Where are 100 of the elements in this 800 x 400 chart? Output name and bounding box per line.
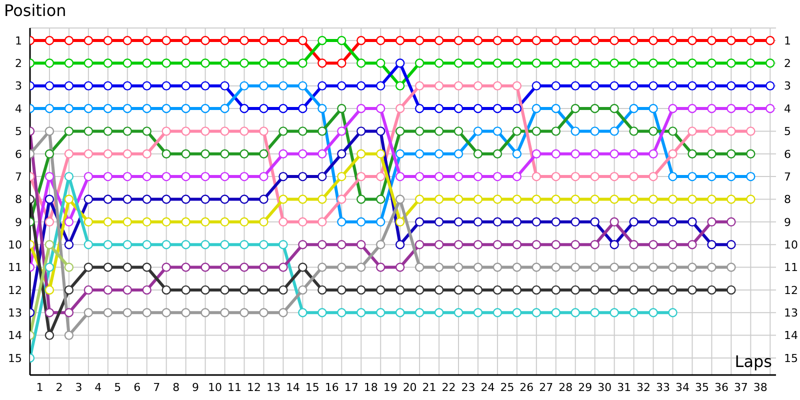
point (746, 104, 756, 114)
point (629, 262, 638, 272)
point (473, 262, 483, 272)
point (240, 58, 249, 68)
point (532, 172, 542, 182)
point (512, 262, 522, 272)
point (298, 240, 308, 250)
point (492, 217, 502, 227)
y2-tick-label: 13 (784, 306, 798, 320)
point (648, 104, 658, 114)
point (707, 126, 716, 136)
point (220, 240, 230, 250)
point (44, 262, 54, 272)
point (103, 149, 113, 158)
point (376, 126, 386, 136)
point (122, 308, 132, 318)
x-tick-label: 37 (734, 380, 748, 394)
point (103, 308, 113, 318)
point (414, 240, 424, 250)
point (551, 262, 560, 272)
point (376, 81, 386, 90)
point (64, 104, 74, 114)
point (376, 194, 386, 204)
point (337, 81, 346, 90)
point (278, 149, 288, 158)
point (64, 308, 74, 318)
point (688, 36, 697, 46)
point (64, 149, 74, 158)
point (64, 194, 74, 204)
point (240, 262, 249, 272)
point (610, 126, 619, 136)
point (318, 81, 327, 90)
point (434, 194, 444, 204)
point (337, 194, 346, 204)
point (337, 217, 346, 227)
point (240, 81, 249, 90)
point (473, 240, 483, 250)
y-tick-label: 5 (15, 125, 22, 138)
point (512, 58, 522, 68)
point (318, 194, 327, 204)
point (337, 285, 346, 295)
point (707, 262, 716, 272)
x-tick-label: 33 (656, 380, 670, 394)
point (648, 149, 658, 158)
point (473, 172, 483, 182)
point (181, 217, 190, 227)
point (278, 36, 288, 46)
x-tick-label: 7 (153, 380, 160, 394)
point (240, 172, 249, 182)
y2-tick-label: 14 (784, 329, 798, 342)
point (64, 36, 74, 46)
point (162, 126, 171, 136)
point (746, 172, 756, 182)
point (337, 172, 346, 182)
point (356, 308, 366, 318)
point (648, 36, 658, 46)
point (259, 126, 268, 136)
point (492, 308, 502, 318)
point (629, 240, 638, 250)
point (570, 81, 580, 90)
point (200, 262, 210, 272)
point (726, 58, 736, 68)
y2-tick-label: 5 (784, 125, 791, 138)
point (551, 285, 560, 295)
point (84, 36, 94, 46)
point (590, 58, 600, 68)
point (64, 126, 74, 136)
x-tick-label: 35 (694, 380, 709, 394)
point (454, 240, 464, 250)
y2-tick-label: 7 (784, 170, 791, 184)
point (473, 194, 483, 204)
y2-tick-label: 10 (784, 238, 798, 252)
point (278, 217, 288, 227)
y-tick-label: 1 (15, 34, 22, 48)
point (532, 36, 542, 46)
point (162, 58, 171, 68)
y-tick-label: 6 (15, 148, 22, 161)
point (551, 81, 560, 90)
point (376, 172, 386, 182)
point (570, 194, 580, 204)
point (395, 172, 405, 182)
x-tick-label: 28 (558, 380, 573, 394)
point (356, 104, 366, 114)
point (414, 58, 424, 68)
point (707, 172, 716, 182)
point (532, 308, 542, 318)
point (103, 217, 113, 227)
point (590, 81, 600, 90)
point (356, 81, 366, 90)
point (200, 126, 210, 136)
point (318, 217, 327, 227)
x-tick-label: 32 (636, 380, 651, 394)
point (492, 126, 502, 136)
point (64, 81, 74, 90)
point (512, 308, 522, 318)
point (278, 194, 288, 204)
point (551, 217, 560, 227)
point (162, 194, 171, 204)
point (629, 172, 638, 182)
point (590, 126, 600, 136)
